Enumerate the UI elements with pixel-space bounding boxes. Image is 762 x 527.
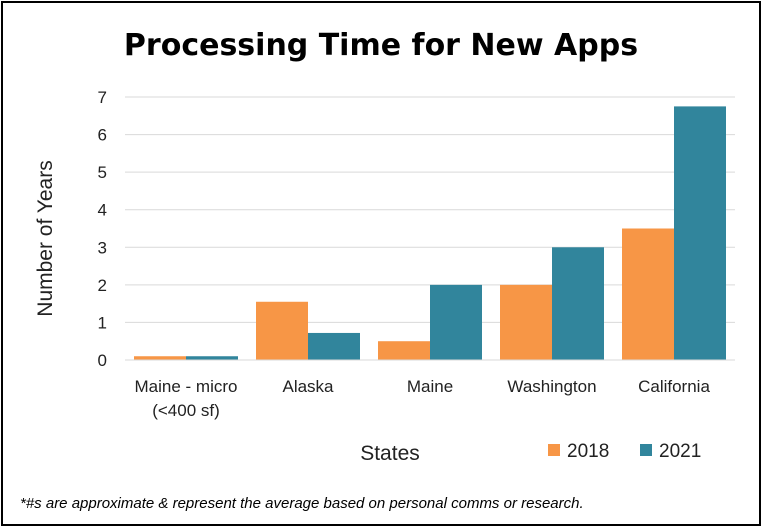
y-axis-label: Number of Years [34,160,57,316]
x-category-label: Maine [407,377,453,396]
legend: 2018 2021 [548,441,701,462]
bar-2021-0 [186,356,238,360]
y-axis-ticks: 0 1 2 3 4 5 6 7 [98,88,107,370]
footnote: *#s are approximate & represent the aver… [20,495,584,512]
legend-label-2021: 2021 [659,441,701,462]
y-tick-label: 3 [98,238,107,257]
y-tick-label: 5 [98,163,107,182]
bar-2018-2 [378,341,430,360]
bar-2021-3 [552,247,604,360]
x-category-label: Alaska [282,377,334,396]
bar-2018-1 [256,301,308,360]
x-category-label: (<400 sf) [152,401,220,420]
bar-2021-4 [674,106,726,361]
bar-2021-1 [308,332,360,360]
y-tick-label: 2 [98,276,107,295]
y-tick-label: 6 [98,126,107,145]
legend-swatch-2021 [640,444,652,456]
x-category-label: Maine - micro [135,377,238,396]
y-tick-label: 0 [98,351,107,370]
bars [134,106,726,361]
x-axis-label: States [360,442,420,465]
y-tick-label: 1 [98,313,107,332]
x-category-label: California [638,377,710,396]
bar-2018-3 [500,284,552,360]
chart-title: Processing Time for New Apps [124,28,638,63]
legend-swatch-2018 [548,444,560,456]
bar-2021-2 [430,284,482,360]
x-axis-categories: Maine - micro (<400 sf) Alaska Maine Washing… [135,377,711,420]
y-tick-label: 7 [98,88,107,107]
legend-label-2018: 2018 [567,441,609,462]
y-tick-label: 4 [98,201,107,220]
bar-2018-4 [622,228,674,360]
x-category-label: Washington [507,377,596,396]
bar-2018-0 [134,356,186,360]
